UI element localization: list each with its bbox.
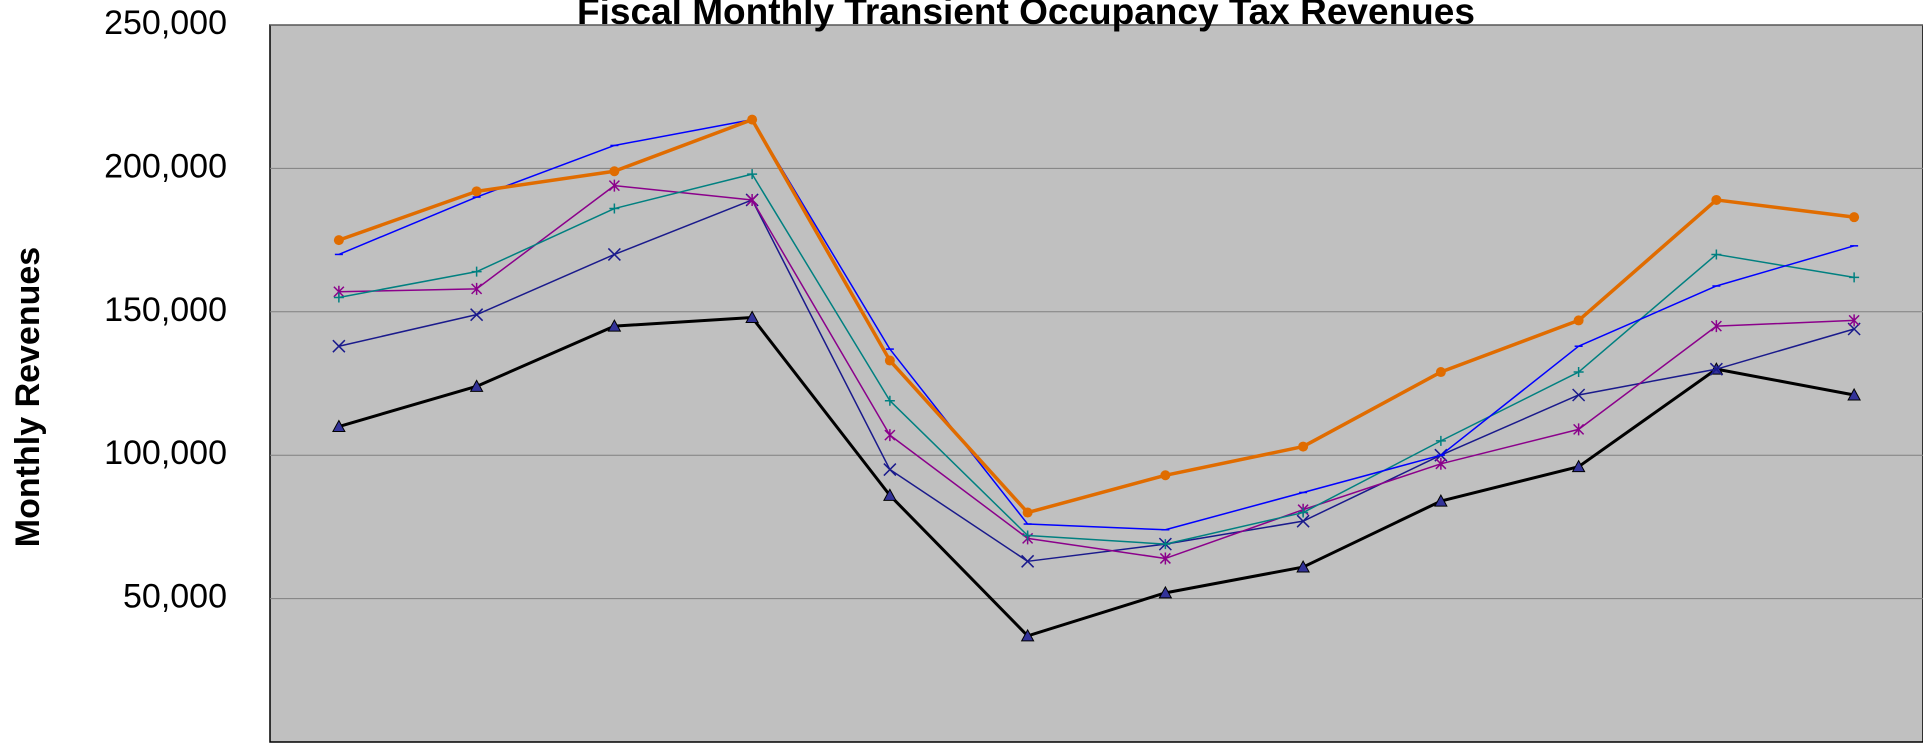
series: [333, 179, 1860, 565]
marker: [332, 419, 346, 433]
marker: [884, 395, 895, 406]
y-tick-label: 150,000: [104, 291, 227, 329]
marker: [470, 308, 484, 322]
marker: [1160, 470, 1171, 481]
marker: [1711, 194, 1722, 205]
marker: [1158, 585, 1173, 599]
series-line: [338, 199, 1855, 563]
y-tick-label: 250,000: [104, 4, 227, 42]
marker: [1709, 362, 1723, 376]
y-tick-label: 100,000: [104, 434, 227, 472]
marker: [607, 319, 622, 332]
series: [332, 310, 1861, 642]
marker: [471, 282, 483, 295]
marker: [747, 114, 758, 125]
series: [334, 118, 1859, 531]
marker: [1296, 514, 1310, 528]
marker: [1435, 435, 1446, 446]
plot-area: [269, 24, 1923, 743]
marker: [884, 355, 895, 366]
series-line: [338, 117, 1855, 515]
marker: [1571, 459, 1586, 473]
marker: [1573, 315, 1584, 326]
marker: [1849, 212, 1860, 223]
series: [333, 169, 1860, 550]
marker: [1434, 494, 1448, 507]
chart-title: Fiscal Monthly Transient Occupancy Tax R…: [577, 0, 1475, 32]
marker: [1573, 367, 1584, 378]
marker: [471, 186, 482, 197]
marker: [1022, 507, 1033, 518]
marker: [1020, 628, 1035, 642]
marker: [1848, 314, 1860, 327]
y-axis-label: Monthly Revenues: [9, 247, 47, 547]
marker: [1435, 367, 1446, 378]
marker: [333, 235, 344, 246]
marker: [471, 266, 482, 277]
marker: [1159, 552, 1171, 565]
marker: [746, 193, 758, 206]
marker: [1021, 554, 1035, 568]
marker: [884, 429, 896, 442]
marker: [1298, 441, 1309, 452]
marker: [1847, 387, 1861, 401]
marker: [1573, 423, 1585, 436]
marker: [1849, 272, 1860, 283]
marker: [1160, 539, 1171, 550]
marker: [1435, 457, 1447, 470]
marker: [1296, 560, 1310, 573]
marker: [609, 203, 620, 214]
marker: [608, 179, 620, 192]
marker: [609, 166, 620, 177]
marker: [469, 379, 484, 392]
marker: [1710, 320, 1722, 333]
marker: [883, 488, 897, 501]
y-tick-label: 200,000: [104, 147, 227, 185]
series-line: [338, 118, 1855, 531]
marker: [332, 339, 346, 353]
marker: [1572, 388, 1586, 402]
series: [333, 114, 1860, 518]
y-tick-label: 50,000: [123, 578, 227, 616]
series-line: [338, 173, 1855, 545]
marker: [333, 292, 344, 303]
marker: [1022, 530, 1033, 541]
marker: [747, 169, 758, 180]
marker: [1298, 507, 1309, 518]
series-line: [338, 316, 1855, 638]
marker: [745, 310, 759, 324]
marker: [883, 463, 897, 477]
marker: [607, 247, 621, 261]
series-line: [338, 184, 1855, 560]
marker: [1711, 249, 1722, 260]
